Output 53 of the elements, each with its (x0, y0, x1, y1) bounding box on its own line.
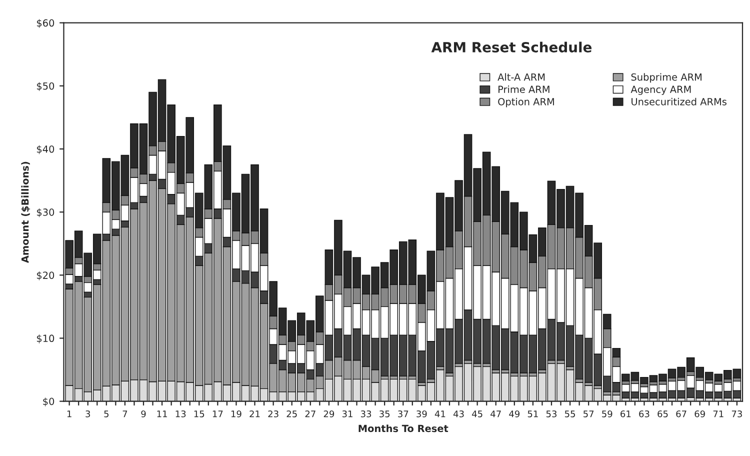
x-tick-label: 57 (584, 410, 594, 418)
x-tick-label: 27 (305, 410, 316, 418)
x-tick-label: 23 (268, 410, 278, 418)
y-tick-label: $40 (36, 145, 54, 154)
y-tick-label: $60 (36, 19, 54, 28)
legend-label: Unsecuritized ARMs (632, 98, 726, 106)
x-tick-label: 29 (324, 410, 334, 418)
x-tick-label: 59 (602, 410, 612, 418)
x-tick-label: 13 (176, 410, 186, 418)
x-tick-label: 55 (564, 410, 575, 418)
x-tick-label: 45 (472, 410, 482, 418)
x-tick-label: 35 (380, 410, 390, 418)
x-tick-label: 9 (141, 410, 146, 418)
x-tick-label: 33 (360, 410, 372, 418)
x-tick-label: 15 (194, 410, 204, 418)
x-tick-label: 37 (398, 410, 408, 418)
legend-label: Agency ARM (630, 86, 691, 95)
y-axis-title: Amount ($Billions) (21, 162, 30, 263)
x-tick-label: 39 (416, 410, 427, 418)
x-tick-label: 17 (212, 410, 223, 418)
x-tick-label: 51 (528, 410, 538, 418)
x-tick-label: 53 (546, 410, 557, 418)
y-tick-label: $0 (43, 398, 54, 406)
text: ARM Reset Schedule (431, 42, 592, 52)
x-tick-label: 71 (713, 410, 724, 418)
x-tick-label: 31 (342, 410, 352, 418)
x-tick-label: 67 (676, 410, 686, 418)
y-tick-label: $10 (36, 334, 54, 344)
x-tick-label: 49 (509, 410, 520, 418)
legend-label: Subprime ARM (631, 73, 702, 83)
x-axis-title: Months To Reset (358, 424, 448, 432)
y-tick-label: $20 (36, 271, 54, 280)
legend-label: Prime ARM (498, 86, 550, 94)
x-tick-label: 5 (104, 410, 108, 418)
x-tick-label: 47 (490, 410, 501, 418)
legend-label: Alt-A ARM (498, 73, 545, 81)
x-tick-label: 43 (453, 410, 464, 418)
x-tick-label: 65 (658, 410, 668, 418)
x-tick-label: 41 (434, 410, 446, 418)
x-tick-label: 3 (86, 410, 90, 418)
x-tick-label: 61 (620, 410, 631, 418)
x-tick-label: 19 (231, 410, 242, 418)
x-tick-label: 63 (639, 410, 650, 418)
x-tick-label: 21 (250, 410, 260, 418)
y-tick-label: $30 (36, 208, 54, 218)
x-tick-label: 11 (157, 410, 167, 418)
x-tick-label: 69 (694, 410, 705, 418)
x-tick-label: 1 (67, 410, 72, 418)
x-tick-label: 73 (732, 410, 742, 418)
y-tick-label: $50 (36, 82, 54, 92)
legend-label: Option ARM (498, 98, 554, 108)
x-tick-label: 25 (286, 410, 297, 418)
x-tick-label: 7 (122, 410, 128, 418)
